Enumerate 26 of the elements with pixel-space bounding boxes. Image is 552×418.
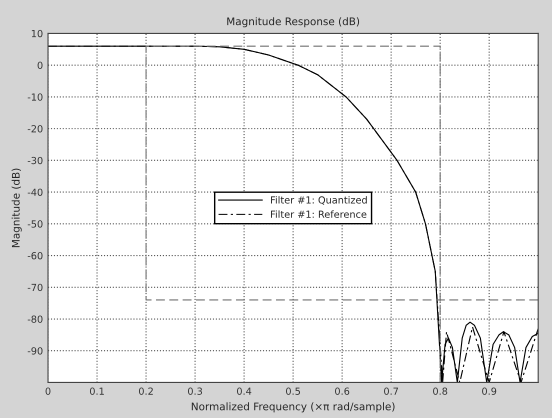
x-tick-label: 0.2 — [138, 388, 153, 395]
x-tick-label: 0.6 — [335, 388, 350, 395]
x-tick-label: 0.4 — [237, 388, 252, 395]
y-tick-label: -60 — [28, 252, 43, 260]
x-tick-label: 0.1 — [90, 388, 104, 395]
legend-label: Filter #1: Reference — [271, 210, 366, 218]
y-tick-label: -70 — [28, 284, 43, 292]
y-tick-label: -90 — [28, 347, 43, 355]
x-tick-label: 0 — [46, 388, 50, 395]
y-tick-label: -10 — [28, 93, 43, 101]
x-tick-label: 0.7 — [384, 388, 398, 395]
y-tick-label: -20 — [28, 125, 43, 132]
y-tick-label: -80 — [28, 315, 43, 323]
x-axis-title: Normalized Frequency (×π rad/sample) — [192, 402, 395, 412]
y-tick-label: -40 — [28, 188, 43, 196]
x-tick-label: 0.8 — [433, 388, 448, 395]
x-tick-label: 0.9 — [482, 388, 496, 395]
legend-label: Filter #1: Quantized — [271, 196, 367, 205]
x-tick-label: 0.3 — [188, 388, 202, 395]
y-axis-title: Magnitude (dB) — [12, 168, 22, 248]
y-tick-label: 0 — [38, 62, 43, 69]
x-tick-label: 0.5 — [286, 388, 300, 395]
y-tick-label: -30 — [28, 156, 43, 164]
y-tick-label: 10 — [32, 30, 43, 38]
y-tick-label: -50 — [28, 220, 43, 228]
chart-title: Magnitude Response (dB) — [227, 17, 360, 28]
